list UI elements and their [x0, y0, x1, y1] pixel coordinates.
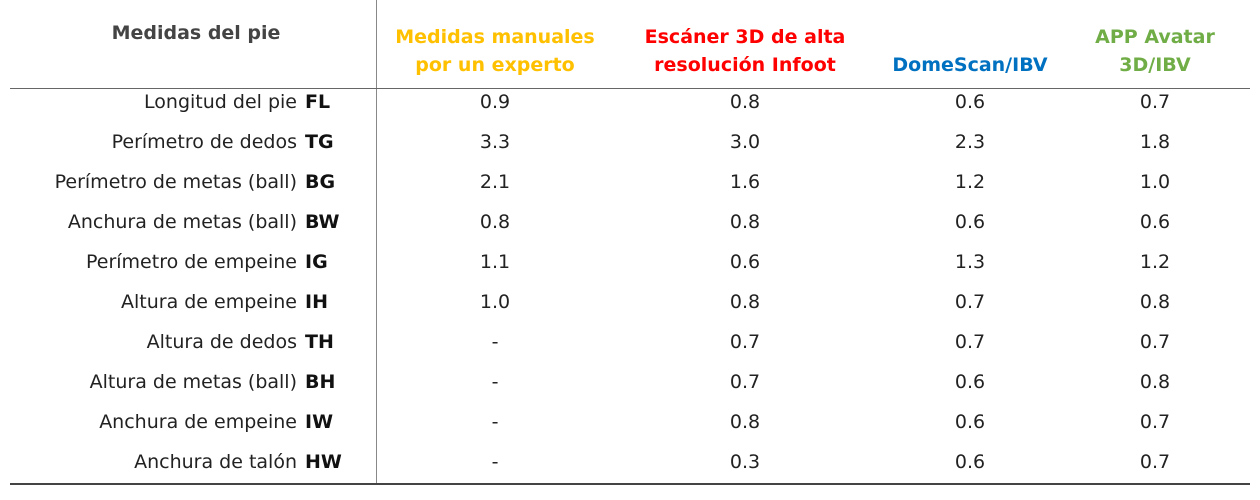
cell-value: 0.6	[954, 371, 986, 393]
cell-value: 2.3	[954, 131, 986, 153]
row-label: Altura de empeine	[120, 291, 297, 313]
cell-value: 0.8	[729, 211, 761, 233]
cell-value: -	[491, 371, 499, 393]
cell-value: 0.6	[954, 211, 986, 233]
header-rule	[10, 88, 1250, 89]
cell-value: 0.3	[729, 451, 761, 473]
cell-value: 0.8	[1139, 371, 1171, 393]
column-header: resolución Infoot	[654, 54, 836, 76]
cell-value: 1.0	[479, 291, 511, 313]
row-code: BW	[305, 211, 340, 233]
row-label: Altura de metas (ball)	[89, 371, 297, 393]
cell-value: 1.6	[729, 171, 761, 193]
cell-value: 0.6	[954, 451, 986, 473]
cell-value: -	[491, 411, 499, 433]
cell-value: 0.8	[1139, 291, 1171, 313]
cell-value: 1.1	[479, 251, 511, 273]
row-code: TG	[305, 131, 334, 153]
cell-value: 1.8	[1139, 131, 1171, 153]
column-divider	[376, 0, 377, 484]
cell-value: 3.3	[479, 131, 511, 153]
cell-value: 0.8	[729, 291, 761, 313]
cell-value: 0.9	[479, 91, 511, 113]
cell-value: 0.6	[1139, 211, 1171, 233]
row-label: Anchura de talón	[134, 451, 297, 473]
row-code: IW	[305, 411, 334, 433]
row-label: Anchura de empeine	[99, 411, 297, 433]
row-label: Perímetro de metas (ball)	[54, 171, 297, 193]
cell-value: 2.1	[479, 171, 511, 193]
bottom-rule	[10, 483, 1250, 485]
cell-value: 0.7	[954, 291, 986, 313]
row-label: Altura de dedos	[146, 331, 297, 353]
row-code: IG	[305, 251, 328, 273]
cell-value: 1.2	[954, 171, 986, 193]
cell-value: 0.7	[729, 331, 761, 353]
cell-value: 0.6	[954, 91, 986, 113]
cell-value: 0.8	[479, 211, 511, 233]
column-header: 3D/IBV	[1119, 54, 1191, 76]
cell-value: 0.8	[729, 91, 761, 113]
cell-value: 3.0	[729, 131, 761, 153]
cell-value: 0.6	[954, 411, 986, 433]
header-title: Medidas del pie	[111, 22, 281, 44]
cell-value: 0.7	[1139, 91, 1171, 113]
cell-value: 0.7	[1139, 331, 1171, 353]
row-label: Longitud del pie	[144, 91, 297, 113]
cell-value: 0.7	[1139, 451, 1171, 473]
column-header: APP Avatar	[1095, 26, 1215, 48]
column-header: DomeScan/IBV	[892, 54, 1048, 76]
column-header: Medidas manuales	[395, 26, 595, 48]
row-label: Perímetro de empeine	[85, 251, 297, 273]
row-code: FL	[305, 91, 331, 113]
row-code: HW	[305, 451, 342, 473]
row-label: Anchura de metas (ball)	[67, 211, 297, 233]
cell-value: 0.7	[954, 331, 986, 353]
cell-value: 0.8	[729, 411, 761, 433]
cell-value: -	[491, 331, 499, 353]
cell-value: 0.6	[729, 251, 761, 273]
row-label: Perímetro de dedos	[111, 131, 297, 153]
cell-value: 0.7	[729, 371, 761, 393]
row-code: BH	[305, 371, 336, 393]
column-header: Escáner 3D de alta	[644, 26, 846, 48]
row-code: IH	[305, 291, 328, 313]
cell-value: -	[491, 451, 499, 473]
column-header: por un experto	[415, 54, 575, 76]
cell-value: 1.0	[1139, 171, 1171, 193]
cell-value: 1.2	[1139, 251, 1171, 273]
row-code: TH	[305, 331, 334, 353]
row-code: BG	[305, 171, 336, 193]
cell-value: 1.3	[954, 251, 986, 273]
cell-value: 0.7	[1139, 411, 1171, 433]
